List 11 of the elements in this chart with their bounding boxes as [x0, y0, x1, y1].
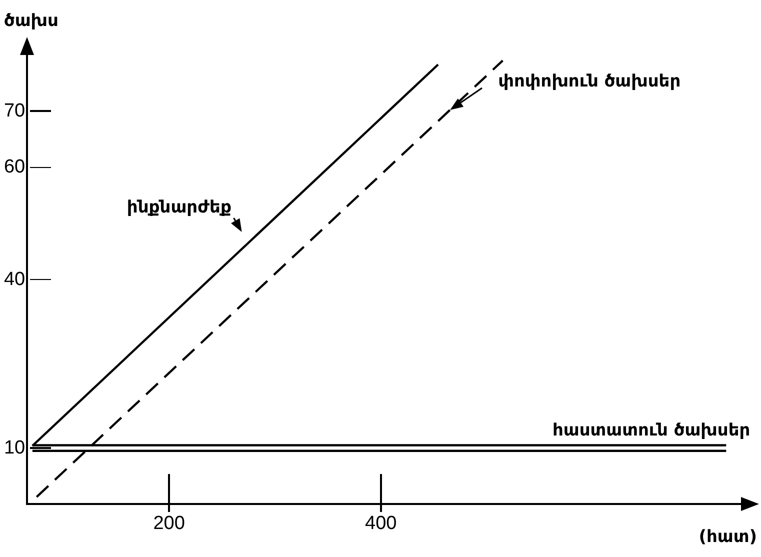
y-tick-label: 40: [4, 268, 26, 290]
series-label: ինքնարժեք: [126, 197, 232, 218]
x-tick-label: 400: [365, 512, 397, 534]
x-axis-title: (հատ): [698, 527, 757, 548]
series-label: փոփոխուն ծախսեր: [498, 72, 681, 92]
y-tick-label: 60: [4, 156, 26, 178]
series-label: հաստատուն ծախսեր: [552, 420, 750, 441]
y-tick-label: 10: [4, 437, 26, 458]
y-tick-label: 70: [4, 100, 26, 122]
x-tick-label: 200: [153, 512, 185, 534]
y-axis-title: ծախս: [4, 11, 58, 31]
